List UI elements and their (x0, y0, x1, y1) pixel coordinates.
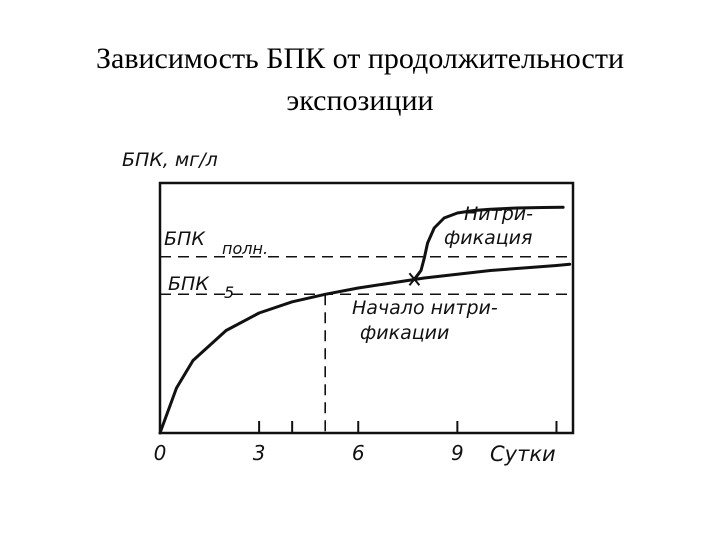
y-axis-label: БПК, мг/л (122, 149, 218, 171)
series-bod-curve (158, 262, 572, 435)
chart-frame (158, 181, 575, 435)
x-ticks: 0 3 6 9 (154, 421, 558, 465)
chart-text: БПК, мг/л Сутки БПК полн. БПК 5 Нитри- ф… (122, 149, 556, 466)
x-tick-label-0: 0 (154, 441, 167, 465)
nitrification-start-marker (408, 272, 421, 286)
x-tick-label-6: 6 (352, 441, 365, 465)
annotation-nitrification-line-1: Нитри- (464, 203, 533, 225)
x-tick-label-9: 9 (451, 441, 464, 465)
x-axis-label: Сутки (490, 442, 556, 466)
slide-title-line-1: Зависимость БПК от продолжительности (95, 42, 625, 75)
ref-label-full-main: БПК (164, 228, 206, 250)
data-series (158, 205, 572, 435)
x-tick-label-3: 3 (253, 441, 266, 465)
series-nitrification-curve (412, 205, 565, 281)
ref-label-full-sub: полн. (222, 239, 268, 258)
annotation-start-line-1: Начало нитри- (352, 297, 498, 319)
ref-label-bod5-main: БПК (168, 273, 210, 295)
annotation-nitrification-line-2: фикация (444, 227, 532, 249)
slide-title: Зависимость БПК от продолжительности экс… (0, 38, 720, 122)
plot-frame (158, 181, 575, 435)
reference-lines (160, 255, 573, 433)
slide-title-line-2: экспозиции (286, 84, 434, 117)
ref-label-bod5-sub: 5 (224, 283, 234, 302)
annotation-start-line-2: фикации (360, 322, 449, 344)
